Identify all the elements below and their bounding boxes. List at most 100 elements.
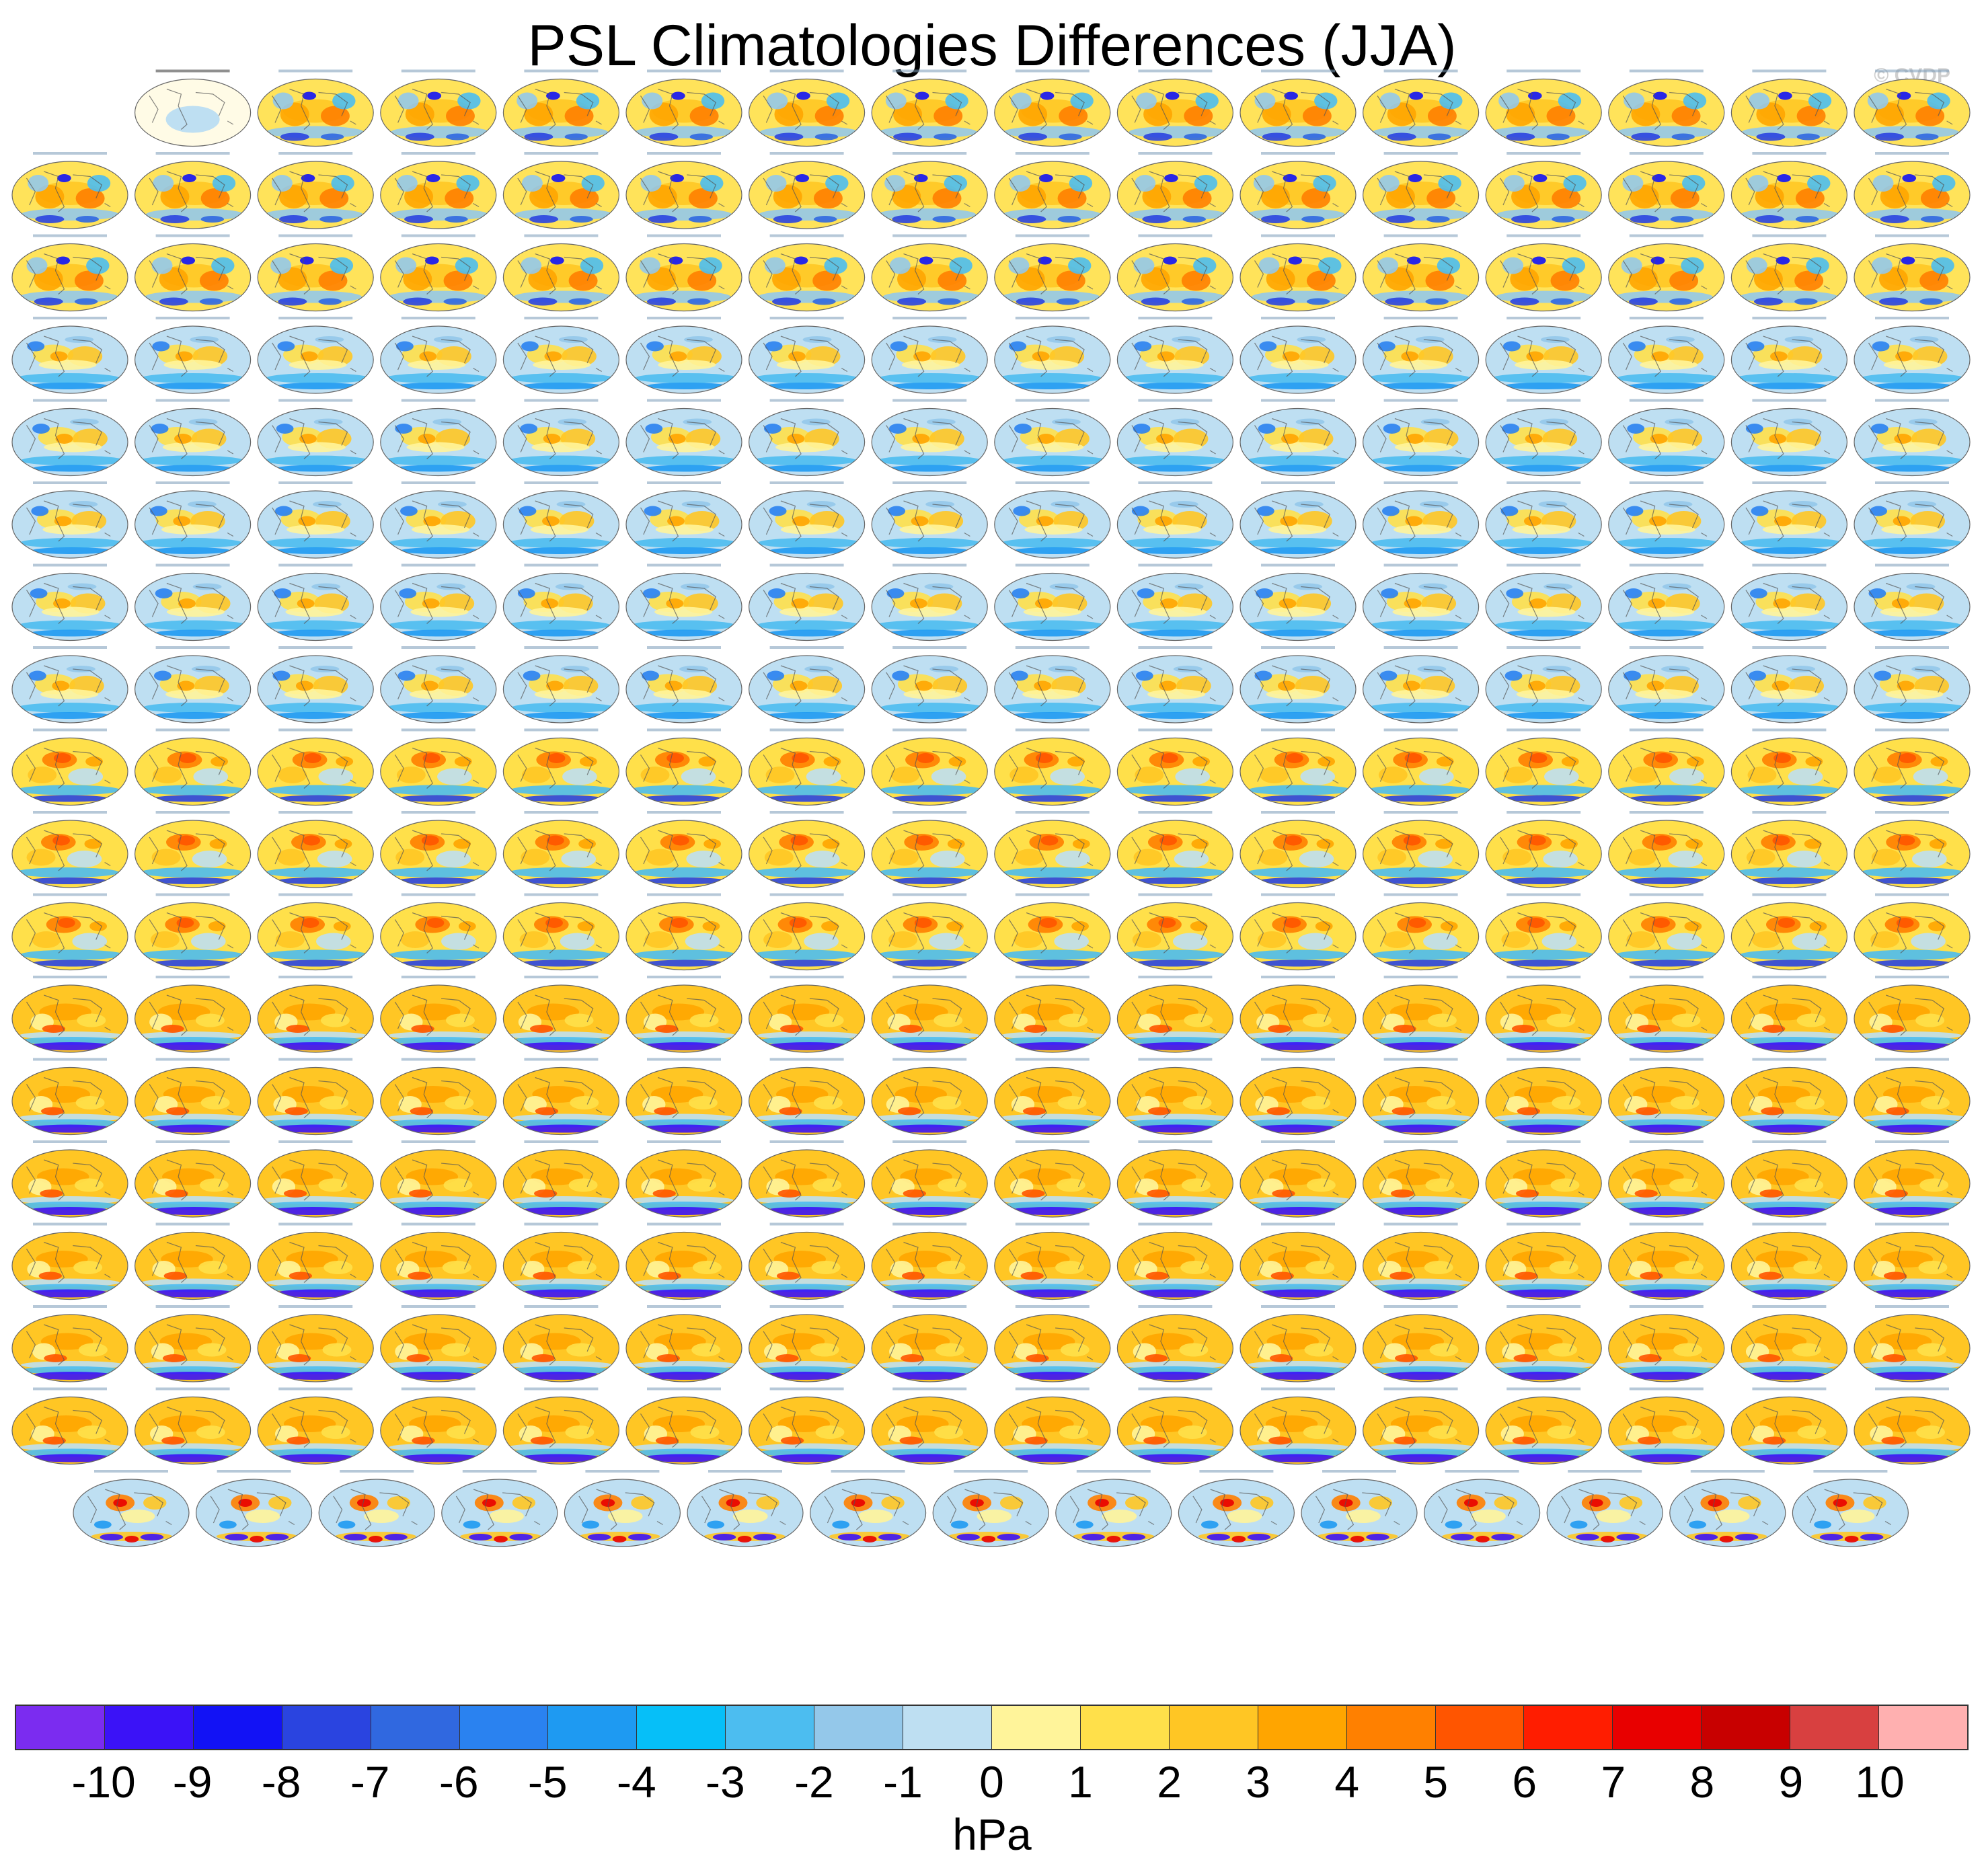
map-panel (1730, 1222, 1847, 1300)
map-panel (135, 976, 252, 1053)
panel-title-mark (1015, 1387, 1090, 1391)
panel-title-mark (1629, 563, 1704, 567)
map-panel (1363, 646, 1480, 724)
panel-title-mark (33, 563, 107, 567)
map-panel (748, 69, 866, 147)
map-panel (1363, 1305, 1480, 1382)
panel-title-mark (33, 1387, 107, 1391)
map-panel (380, 481, 497, 559)
map-panel (1239, 1387, 1357, 1465)
colorbar-box-7 (637, 1706, 726, 1749)
map-panel (380, 1387, 497, 1465)
map-panel (994, 1140, 1111, 1218)
chart-title: PSL Climatologies Differences (JJA) (527, 13, 1457, 78)
map-panel (564, 1470, 681, 1547)
colorbar-tick-label: -10 (71, 1757, 136, 1807)
map-panel (748, 563, 866, 641)
panel-title-mark (401, 646, 475, 649)
map-panel (1485, 728, 1602, 806)
map-panel (257, 1140, 374, 1218)
map-panel (502, 976, 620, 1053)
panel-title-mark (1875, 1387, 1949, 1391)
map-panel (1546, 1470, 1663, 1547)
map-panel (994, 152, 1111, 229)
panel-title-mark (1383, 1305, 1458, 1308)
colorbar-tick-label: -1 (883, 1757, 923, 1807)
map-panel (1363, 976, 1480, 1053)
map-panel (748, 481, 866, 559)
colorbar-tick-label: 9 (1778, 1757, 1804, 1807)
map-panel (625, 728, 742, 806)
panel-title-mark (401, 976, 475, 978)
map-panel (1116, 893, 1234, 971)
map-panel (625, 976, 742, 1053)
map-panel (1485, 1305, 1602, 1382)
colorbar-tick-label: 10 (1855, 1757, 1905, 1807)
panel-title-mark (647, 1387, 721, 1391)
panel-title-mark (1383, 69, 1458, 73)
panel-title-mark (1383, 563, 1458, 567)
map-panel (1424, 1470, 1541, 1547)
panel-title-mark (278, 1222, 353, 1226)
panel-title-mark (33, 1140, 107, 1143)
map-panel (11, 234, 128, 312)
map-panel (502, 1058, 620, 1136)
colorbar-box-19 (1702, 1706, 1791, 1749)
map-panel (257, 152, 374, 229)
map-panel (625, 893, 742, 971)
panel-title-mark (1015, 1305, 1090, 1308)
panel-title-mark (1506, 481, 1581, 484)
panel-title-mark (155, 1387, 230, 1391)
panel-title-mark (1875, 234, 1949, 237)
panel-title-mark (647, 317, 721, 319)
map-panel (1854, 69, 1971, 147)
map-panel (1239, 1305, 1357, 1382)
map-panel (625, 399, 742, 477)
panel-title-mark (892, 1140, 967, 1143)
panel-title-mark (769, 893, 844, 896)
map-panel (135, 481, 252, 559)
panel-title-mark (524, 69, 599, 73)
colorbar-box-21 (1879, 1706, 1967, 1749)
map-panel (1854, 976, 1971, 1053)
panel-title-mark (1383, 481, 1458, 484)
colorbar-box-17 (1524, 1706, 1613, 1749)
panel-title-mark (769, 1305, 844, 1308)
panel-title-mark (769, 399, 844, 402)
map-panel (11, 481, 128, 559)
panel-title-mark (1875, 1140, 1949, 1143)
panel-title-mark (1506, 317, 1581, 319)
map-panel (994, 317, 1111, 394)
panel-title-mark (524, 234, 599, 237)
panel-title-mark (1752, 1305, 1827, 1308)
map-panel (1239, 728, 1357, 806)
map-panel (1730, 1058, 1847, 1136)
map-panel (1608, 317, 1725, 394)
panel-title-mark (1383, 234, 1458, 237)
map-panel (1608, 811, 1725, 888)
panel-title-mark (1383, 152, 1458, 155)
panel-title-mark (1875, 811, 1949, 814)
map-panel (257, 1058, 374, 1136)
colorbar-box-14 (1258, 1706, 1347, 1749)
colorbar-box-10 (903, 1706, 992, 1749)
map-panel (1854, 1140, 1971, 1218)
panel-title-mark (1261, 152, 1335, 155)
map-panel (1178, 1470, 1295, 1547)
map-panel (994, 728, 1111, 806)
panel-title-mark (1629, 481, 1704, 484)
map-panel (1485, 399, 1602, 477)
map-panel (871, 1140, 988, 1218)
colorbar-tick-label: 7 (1601, 1757, 1626, 1807)
map-panel (1854, 481, 1971, 559)
colorbar-tick-label: -4 (616, 1757, 656, 1807)
panel-title-mark (1752, 1387, 1827, 1391)
map-panel (1116, 1305, 1234, 1382)
colorbar (15, 1705, 1969, 1750)
panel-title-mark (1629, 728, 1704, 732)
map-panel (1363, 152, 1480, 229)
map-panel (380, 234, 497, 312)
panel-title-mark (33, 399, 107, 402)
panel-title-mark (524, 646, 599, 649)
map-panel (1116, 1387, 1234, 1465)
